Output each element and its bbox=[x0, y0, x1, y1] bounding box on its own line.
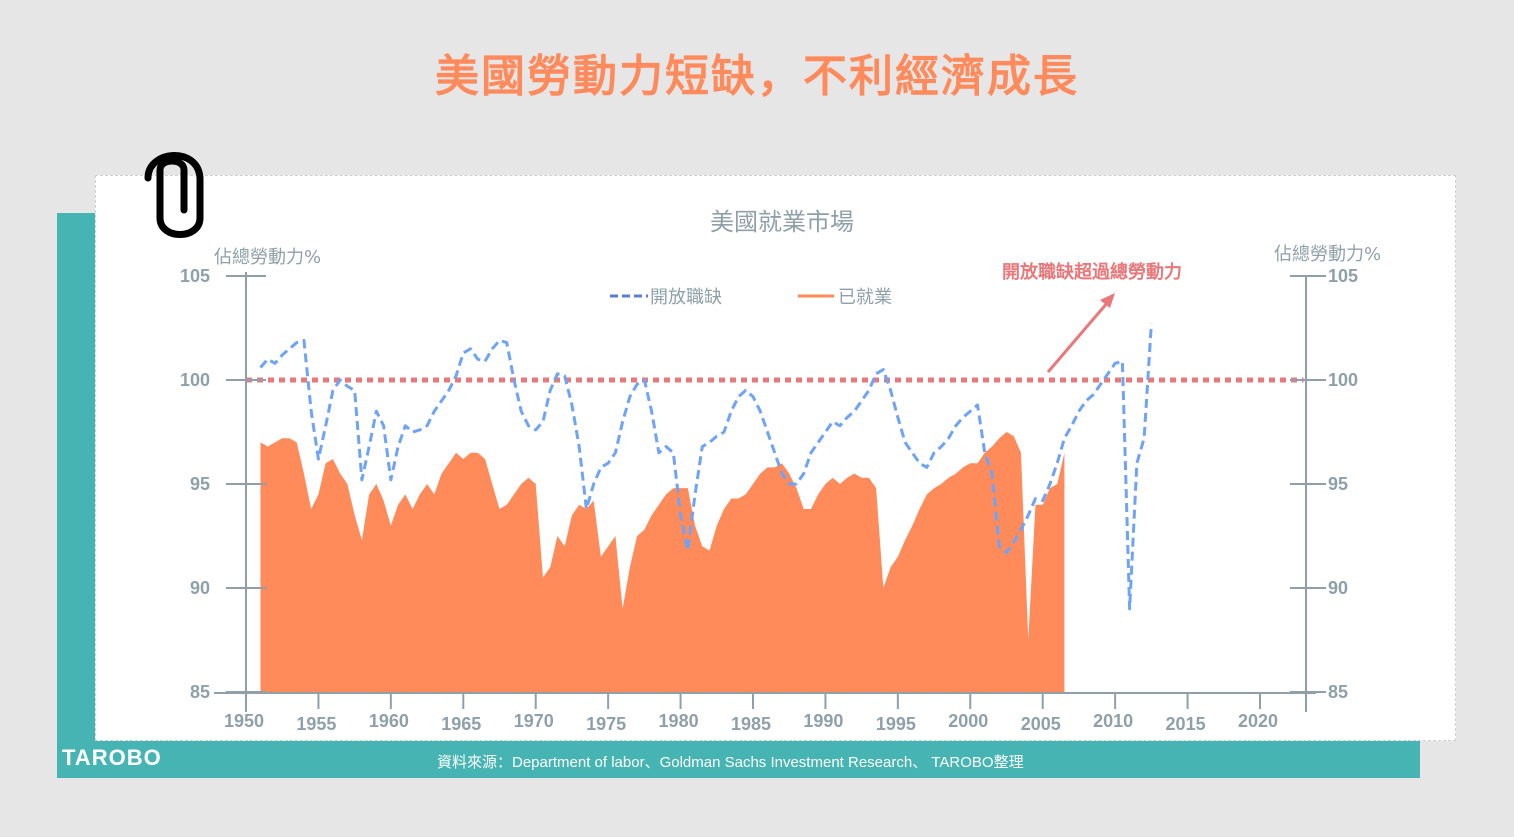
x-tick-label: 2015 bbox=[1166, 714, 1206, 734]
paperclip-icon bbox=[144, 152, 204, 238]
y-tick-left: 100 bbox=[180, 370, 210, 390]
x-tick-label: 1955 bbox=[296, 714, 336, 734]
y-tick-left: 85 bbox=[190, 682, 210, 702]
x-tick-label: 2000 bbox=[948, 711, 988, 731]
left-axis-label: 佔總勞動力% bbox=[214, 247, 321, 268]
x-tick-label: 1980 bbox=[659, 711, 699, 731]
legend: 開放職缺 已就業 bbox=[610, 287, 892, 308]
x-tick-label: 2005 bbox=[1021, 714, 1061, 734]
y-tick-left: 95 bbox=[190, 474, 210, 494]
x-tick-label: 2020 bbox=[1238, 711, 1278, 731]
page-headline: 美國勞動力短缺，不利經濟成長 bbox=[435, 51, 1079, 102]
x-tick-label: 1950 bbox=[224, 711, 264, 731]
annotation-arrow bbox=[1046, 293, 1115, 373]
axes: 85 85 90 90 95 95 100 100 105 105 1950 1955 1960 1965… bbox=[180, 266, 1358, 734]
right-axis-label: 佔總勞動力% bbox=[1274, 244, 1381, 265]
y-tick-right: 100 bbox=[1328, 370, 1358, 390]
y-tick-left: 90 bbox=[190, 578, 210, 598]
y-tick-left: 105 bbox=[180, 266, 210, 286]
openings-line bbox=[259, 323, 1153, 611]
x-tick-label: 1970 bbox=[514, 711, 554, 731]
legend-openings-label: 開放職缺 bbox=[650, 287, 722, 308]
y-tick-right: 90 bbox=[1328, 578, 1348, 598]
plot-area bbox=[246, 323, 1304, 692]
annotation-text: 開放職缺超過總勞動力 bbox=[1002, 261, 1182, 283]
x-tick-label: 1975 bbox=[586, 714, 626, 734]
chart-title: 美國就業市場 bbox=[710, 208, 854, 236]
employed-area bbox=[260, 432, 1065, 692]
x-tick-label: 1990 bbox=[803, 711, 843, 731]
y-tick-right: 85 bbox=[1328, 682, 1348, 702]
source-note: 資料來源：Department of labor、Goldman Sachs I… bbox=[437, 754, 1024, 771]
tarobo-logo: TAROBO bbox=[62, 745, 162, 770]
x-tick-label: 1985 bbox=[731, 714, 771, 734]
legend-employed-label: 已就業 bbox=[838, 287, 892, 308]
x-tick-label: 1965 bbox=[441, 714, 481, 734]
y-tick-right: 105 bbox=[1328, 266, 1358, 286]
y-tick-right: 95 bbox=[1328, 474, 1348, 494]
x-tick-label: 2010 bbox=[1093, 711, 1133, 731]
x-tick-label: 1995 bbox=[876, 714, 916, 734]
x-tick-label: 1960 bbox=[369, 711, 409, 731]
